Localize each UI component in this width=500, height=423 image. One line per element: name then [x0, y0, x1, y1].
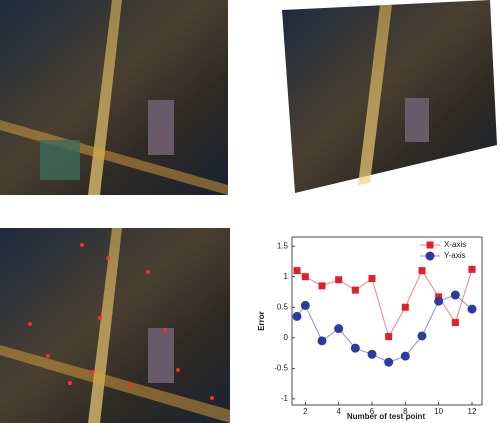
marker	[293, 267, 301, 275]
marker	[318, 282, 326, 290]
feature-photo	[0, 228, 230, 423]
legend-marker	[426, 241, 434, 249]
x-tick-label: 4	[336, 407, 341, 416]
x-tick-label: 8	[403, 407, 408, 416]
warped-photo	[282, 0, 497, 193]
marker	[417, 331, 427, 341]
marker	[368, 275, 376, 283]
series-line	[296, 269, 473, 338]
marker	[385, 333, 393, 341]
legend-label: X-axis	[444, 240, 466, 249]
aerial-photo	[0, 0, 228, 195]
y-tick-label: -0.5	[274, 363, 288, 372]
marker	[351, 286, 359, 294]
marker	[384, 357, 394, 367]
marker	[292, 311, 302, 321]
marker	[367, 349, 377, 359]
marker	[467, 304, 477, 314]
y-tick-label: -1	[281, 394, 289, 403]
x-tick-label: 10	[434, 407, 443, 416]
marker	[350, 343, 360, 353]
y-tick-label: 0	[284, 333, 289, 342]
marker	[300, 300, 310, 310]
marker	[334, 324, 344, 334]
marker	[401, 303, 409, 311]
y-tick-label: 1.5	[277, 241, 289, 250]
series-line	[296, 294, 473, 363]
x-tick-label: 2	[303, 407, 308, 416]
x-tick-label: 12	[468, 407, 477, 416]
marker	[468, 265, 476, 273]
y-tick-label: 1	[284, 272, 289, 281]
y-axis-label: Error	[257, 311, 266, 331]
marker	[335, 276, 343, 284]
marker	[317, 336, 327, 346]
marker	[451, 319, 459, 327]
legend-label: Y-axis	[444, 251, 466, 260]
plot-frame	[291, 236, 483, 406]
marker	[418, 267, 426, 275]
x-axis-label: Number of test point	[347, 412, 426, 421]
legend-marker	[425, 251, 435, 261]
marker	[301, 273, 309, 281]
chart: Number of test point Error	[257, 311, 425, 421]
marker	[450, 290, 460, 300]
y-tick-label: 0.5	[277, 302, 289, 311]
marker	[434, 296, 444, 306]
marker	[400, 351, 410, 361]
x-tick-label: 6	[370, 407, 375, 416]
